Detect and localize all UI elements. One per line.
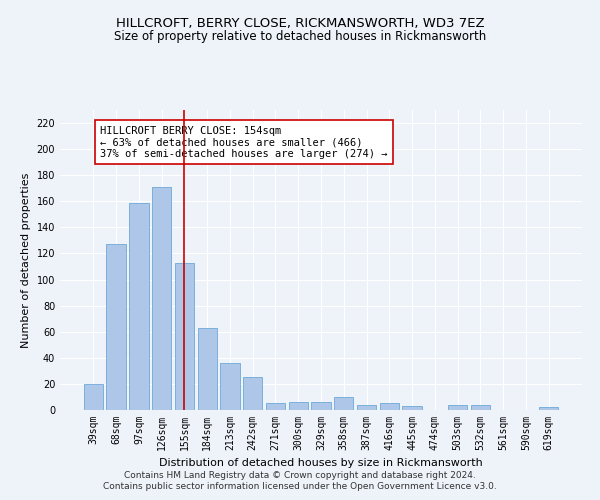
Bar [152, 187, 172, 410]
Text: HILLCROFT BERRY CLOSE: 154sqm
← 63% of detached houses are smaller (466)
37% of : HILLCROFT BERRY CLOSE: 154sqm ← 63% of d… [100, 126, 388, 159]
Bar [197, 328, 217, 410]
Text: HILLCROFT, BERRY CLOSE, RICKMANSWORTH, WD3 7EZ: HILLCROFT, BERRY CLOSE, RICKMANSWORTH, W… [116, 18, 484, 30]
Bar [266, 404, 285, 410]
Bar [311, 402, 331, 410]
Bar [175, 262, 194, 410]
Y-axis label: Number of detached properties: Number of detached properties [21, 172, 31, 348]
Text: Size of property relative to detached houses in Rickmansworth: Size of property relative to detached ho… [114, 30, 486, 43]
Bar [129, 202, 149, 410]
Text: Contains public sector information licensed under the Open Government Licence v3: Contains public sector information licen… [103, 482, 497, 491]
Bar [106, 244, 126, 410]
Bar [220, 363, 239, 410]
Bar [403, 406, 422, 410]
Text: Contains HM Land Registry data © Crown copyright and database right 2024.: Contains HM Land Registry data © Crown c… [124, 471, 476, 480]
Bar [539, 408, 558, 410]
Bar [357, 405, 376, 410]
Bar [470, 405, 490, 410]
Bar [448, 405, 467, 410]
Bar [289, 402, 308, 410]
X-axis label: Distribution of detached houses by size in Rickmansworth: Distribution of detached houses by size … [159, 458, 483, 468]
Bar [334, 397, 353, 410]
Bar [84, 384, 103, 410]
Bar [380, 404, 399, 410]
Bar [243, 378, 262, 410]
